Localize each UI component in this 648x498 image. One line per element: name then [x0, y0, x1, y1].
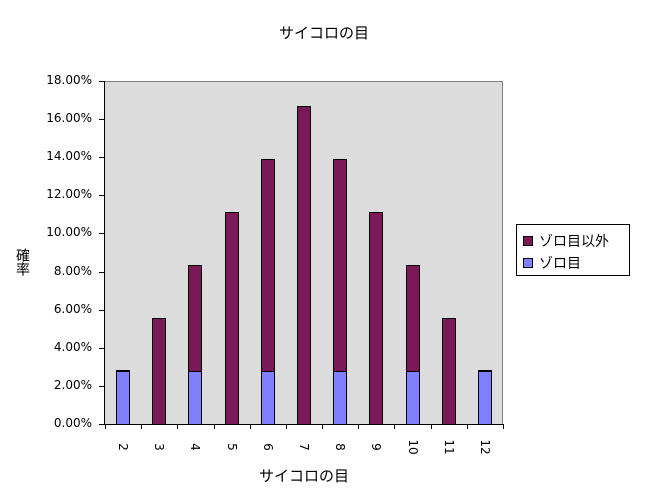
legend-label: ゾロ目以外 — [539, 234, 609, 250]
bar-segment-doubles — [478, 371, 492, 425]
x-tick — [214, 424, 215, 429]
y-tick — [99, 310, 104, 311]
x-axis-title: サイコロの目 — [258, 467, 349, 485]
bar-segment-non-doubles — [369, 212, 383, 425]
x-tick — [394, 424, 395, 429]
x-tick-label: 3 — [152, 443, 166, 451]
y-tick-label: 6.00% — [53, 302, 92, 316]
y-tick — [99, 195, 104, 196]
x-tick-label: 4 — [188, 443, 202, 451]
legend-swatch-doubles — [523, 258, 533, 268]
x-tick-label: 2 — [116, 443, 130, 451]
x-tick-label: 10 — [406, 439, 420, 455]
y-tick — [99, 272, 104, 273]
bar-segment-non-doubles — [188, 265, 202, 372]
y-tick-label: 14.00% — [46, 149, 92, 163]
y-tick — [99, 157, 104, 158]
legend-swatch-non-doubles — [523, 236, 533, 246]
bar-segment-non-doubles — [406, 265, 420, 372]
bar-segment-non-doubles — [225, 212, 239, 425]
y-tick — [99, 348, 104, 349]
y-tick-label: 0.00% — [53, 416, 92, 430]
y-tick — [99, 424, 104, 425]
bar-segment-doubles — [333, 371, 347, 425]
y-tick — [99, 233, 104, 234]
x-tick-label: 6 — [261, 443, 275, 451]
bar-segment-doubles — [116, 371, 130, 425]
x-tick-label: 11 — [442, 439, 456, 455]
x-tick-label: 12 — [478, 439, 492, 455]
bar-segment-non-doubles — [478, 370, 492, 371]
x-tick-label: 7 — [297, 443, 311, 451]
bar-segment-non-doubles — [442, 318, 456, 425]
y-tick-label: 16.00% — [46, 111, 92, 125]
bar-segment-non-doubles — [116, 370, 130, 371]
y-tick-label: 4.00% — [53, 340, 92, 354]
y-tick-label: 10.00% — [46, 225, 92, 239]
x-tick-label: 5 — [225, 443, 239, 451]
y-tick — [99, 386, 104, 387]
x-tick-label: 8 — [333, 443, 347, 451]
bar-segment-non-doubles — [333, 159, 347, 372]
legend-item-doubles: ゾロ目 — [523, 253, 581, 273]
y-axis-line — [104, 81, 105, 425]
y-tick-label: 18.00% — [46, 73, 92, 87]
chart-title: サイコロの目 — [278, 24, 369, 42]
y-tick-label: 12.00% — [46, 187, 92, 201]
bar-segment-non-doubles — [261, 159, 275, 372]
bar-segment-doubles — [406, 371, 420, 425]
bar-segment-non-doubles — [152, 318, 166, 425]
x-tick — [250, 424, 251, 429]
y-tick-label: 8.00% — [53, 264, 92, 278]
y-tick-label: 2.00% — [53, 378, 92, 392]
bar-segment-non-doubles — [297, 106, 311, 425]
bar-segment-doubles — [261, 371, 275, 425]
legend-item-non-doubles: ゾロ目以外 — [523, 231, 609, 251]
x-tick — [322, 424, 323, 429]
y-axis-title: 確率 — [14, 248, 30, 276]
x-tick — [105, 424, 106, 429]
x-tick — [467, 424, 468, 429]
x-tick — [358, 424, 359, 429]
x-tick — [286, 424, 287, 429]
x-tick-label: 9 — [369, 443, 383, 451]
x-tick — [141, 424, 142, 429]
legend-label: ゾロ目 — [539, 256, 581, 272]
x-tick — [431, 424, 432, 429]
legend: ゾロ目以外 ゾロ目 — [516, 224, 630, 276]
bar-segment-doubles — [188, 371, 202, 425]
y-tick — [99, 81, 104, 82]
x-tick — [177, 424, 178, 429]
x-tick — [503, 424, 504, 429]
y-tick — [99, 119, 104, 120]
